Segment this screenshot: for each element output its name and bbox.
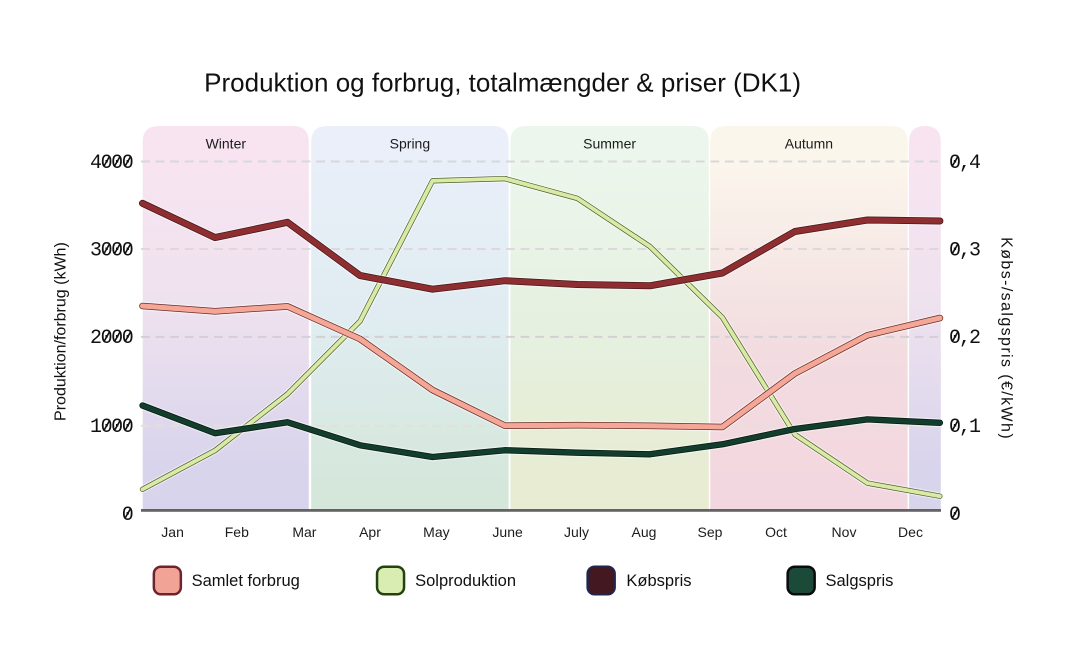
svg-text:Sep: Sep (698, 524, 723, 540)
svg-text:Oct: Oct (765, 524, 787, 540)
svg-text:4: 4 (90, 152, 102, 175)
svg-text:Apr: Apr (359, 524, 381, 540)
svg-text:0: 0 (122, 152, 134, 175)
svg-text:3: 3 (969, 239, 981, 262)
svg-text:0: 0 (949, 504, 961, 527)
svg-text:Købspris: Købspris (626, 572, 691, 590)
svg-text:Winter: Winter (206, 136, 247, 152)
svg-text:Samlet forbrug: Samlet forbrug (192, 572, 300, 590)
svg-text:Købs-/salgspris (€/kWh): Købs-/salgspris (€/kWh) (998, 237, 1015, 440)
svg-text:2: 2 (969, 327, 981, 350)
svg-text:Mar: Mar (292, 524, 316, 540)
svg-text:,: , (959, 239, 971, 262)
svg-text:0: 0 (122, 504, 134, 527)
svg-text:0: 0 (122, 239, 134, 262)
svg-text:Solproduktion: Solproduktion (415, 572, 516, 590)
svg-text:1: 1 (90, 416, 102, 439)
svg-text:Spring: Spring (390, 136, 430, 152)
svg-text:,: , (959, 416, 971, 439)
svg-text:Produktion og forbrug, totalmæ: Produktion og forbrug, totalmængder & pr… (204, 68, 801, 98)
svg-text:Salgspris: Salgspris (826, 572, 894, 590)
svg-text:May: May (423, 524, 449, 540)
svg-text:June: June (492, 524, 523, 540)
svg-text:Nov: Nov (832, 524, 857, 540)
svg-text:Summer: Summer (583, 136, 636, 152)
svg-text:2: 2 (90, 327, 102, 350)
svg-text:4: 4 (969, 152, 981, 175)
svg-text:,: , (959, 152, 971, 175)
svg-text:Aug: Aug (632, 524, 657, 540)
svg-text:0: 0 (122, 327, 134, 350)
svg-text:,: , (959, 327, 971, 350)
svg-text:0: 0 (122, 416, 134, 439)
svg-text:3: 3 (90, 239, 102, 262)
svg-text:Dec: Dec (898, 524, 923, 540)
svg-text:Jan: Jan (161, 524, 184, 540)
svg-text:Feb: Feb (225, 524, 249, 540)
svg-text:1: 1 (969, 416, 981, 439)
svg-text:July: July (564, 524, 589, 540)
svg-text:Produktion/forbrug (kWh): Produktion/forbrug (kWh) (52, 242, 69, 421)
svg-text:Autumn: Autumn (785, 136, 833, 152)
